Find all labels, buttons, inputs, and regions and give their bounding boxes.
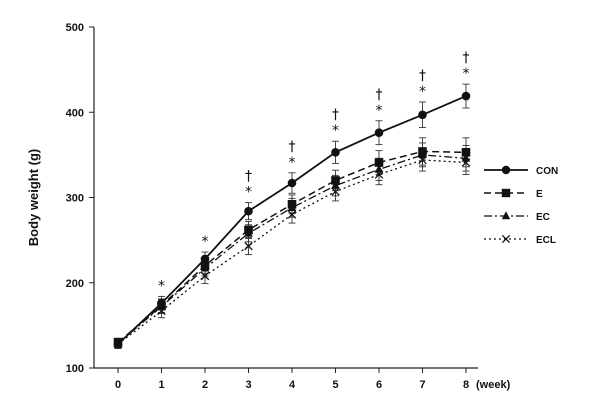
significance-asterisk: * [419, 84, 426, 100]
significance-dagger: † [376, 87, 383, 103]
legend-marker [501, 188, 511, 198]
y-axis-ticks: 100 200 300 400 500 [66, 22, 94, 375]
data-point-con [374, 128, 384, 138]
data-point-ecl [113, 339, 123, 349]
legend-label: ECL [536, 235, 556, 246]
significance-asterisk: * [463, 66, 470, 82]
data-point-con [418, 110, 427, 120]
data-point-ec [287, 202, 297, 212]
data-point-con [331, 148, 340, 157]
y-tick-label: 100 [66, 363, 84, 375]
data-point-ecl [418, 155, 427, 165]
legend-entry-ecl: ECL [484, 234, 556, 246]
x-tick-label: 7 [419, 379, 425, 391]
data-point-e [374, 158, 384, 167]
x-tick-label: 6 [376, 379, 382, 391]
x-tick-label: 0 [115, 379, 121, 391]
significance-dagger: † [419, 68, 426, 84]
y-tick-label: 400 [66, 107, 84, 119]
x-tick-label: 1 [158, 379, 164, 391]
significance-asterisk: * [158, 278, 165, 294]
legend-marker [501, 165, 511, 175]
significance-asterisk: * [202, 234, 209, 250]
significance-asterisk: * [289, 155, 296, 171]
error-bars [114, 83, 470, 349]
data-point-ecl [331, 187, 340, 196]
data-points [113, 91, 471, 349]
significance-dagger: † [289, 139, 296, 155]
data-point-e [461, 148, 471, 157]
significance-asterisk: * [245, 185, 252, 201]
data-point-ecl [200, 271, 210, 281]
data-point-ecl [287, 210, 297, 219]
significance-dagger: † [332, 107, 339, 123]
y-tick-label: 200 [66, 278, 84, 290]
data-point-ec [244, 228, 253, 237]
legend-label: E [536, 189, 543, 200]
legend-marker [501, 234, 511, 244]
x-tick-label: 3 [245, 379, 251, 391]
data-point-ec [200, 263, 210, 272]
x-tick-label: 5 [332, 379, 338, 391]
significance-markers: ***†*†*† *† *† *† [158, 50, 470, 294]
legend-marker [501, 211, 511, 220]
data-point-ecl [374, 170, 384, 179]
legend-label: CON [536, 166, 558, 177]
legend-entry-con: CON [484, 165, 558, 177]
significance-dagger: † [245, 169, 252, 185]
data-point-ec [113, 338, 123, 347]
significance-asterisk: * [376, 103, 383, 119]
y-tick-label: 500 [66, 22, 84, 34]
data-point-con [461, 91, 471, 101]
x-axis-ticks: 0 1 2 3 4 5 6 7 8 [115, 368, 469, 391]
data-point-ec [374, 164, 384, 173]
data-point-con [200, 254, 210, 264]
x-axis-unit: (week) [476, 379, 511, 391]
y-tick-label: 300 [66, 193, 84, 205]
series-line-ec [117, 154, 467, 344]
data-point-ecl [157, 306, 166, 316]
legend-entry-ec: EC [484, 211, 550, 223]
x-tick-label: 4 [289, 379, 296, 391]
legend-label: EC [536, 212, 550, 223]
x-tick-label: 8 [463, 379, 469, 391]
y-axis-label: Body weight (g) [26, 149, 41, 247]
data-point-ecl [244, 241, 253, 251]
data-point-ec [331, 180, 340, 189]
legend: CON E EC ECL [484, 165, 558, 246]
significance-asterisk: * [332, 123, 339, 139]
significance-dagger: † [463, 50, 470, 66]
data-point-con [287, 178, 297, 188]
legend-entry-e: E [484, 188, 543, 200]
x-tick-label: 2 [202, 379, 208, 391]
data-point-con [244, 206, 253, 216]
data-point-ecl [461, 158, 471, 167]
data-point-e [331, 176, 340, 185]
data-point-ec [418, 150, 427, 159]
